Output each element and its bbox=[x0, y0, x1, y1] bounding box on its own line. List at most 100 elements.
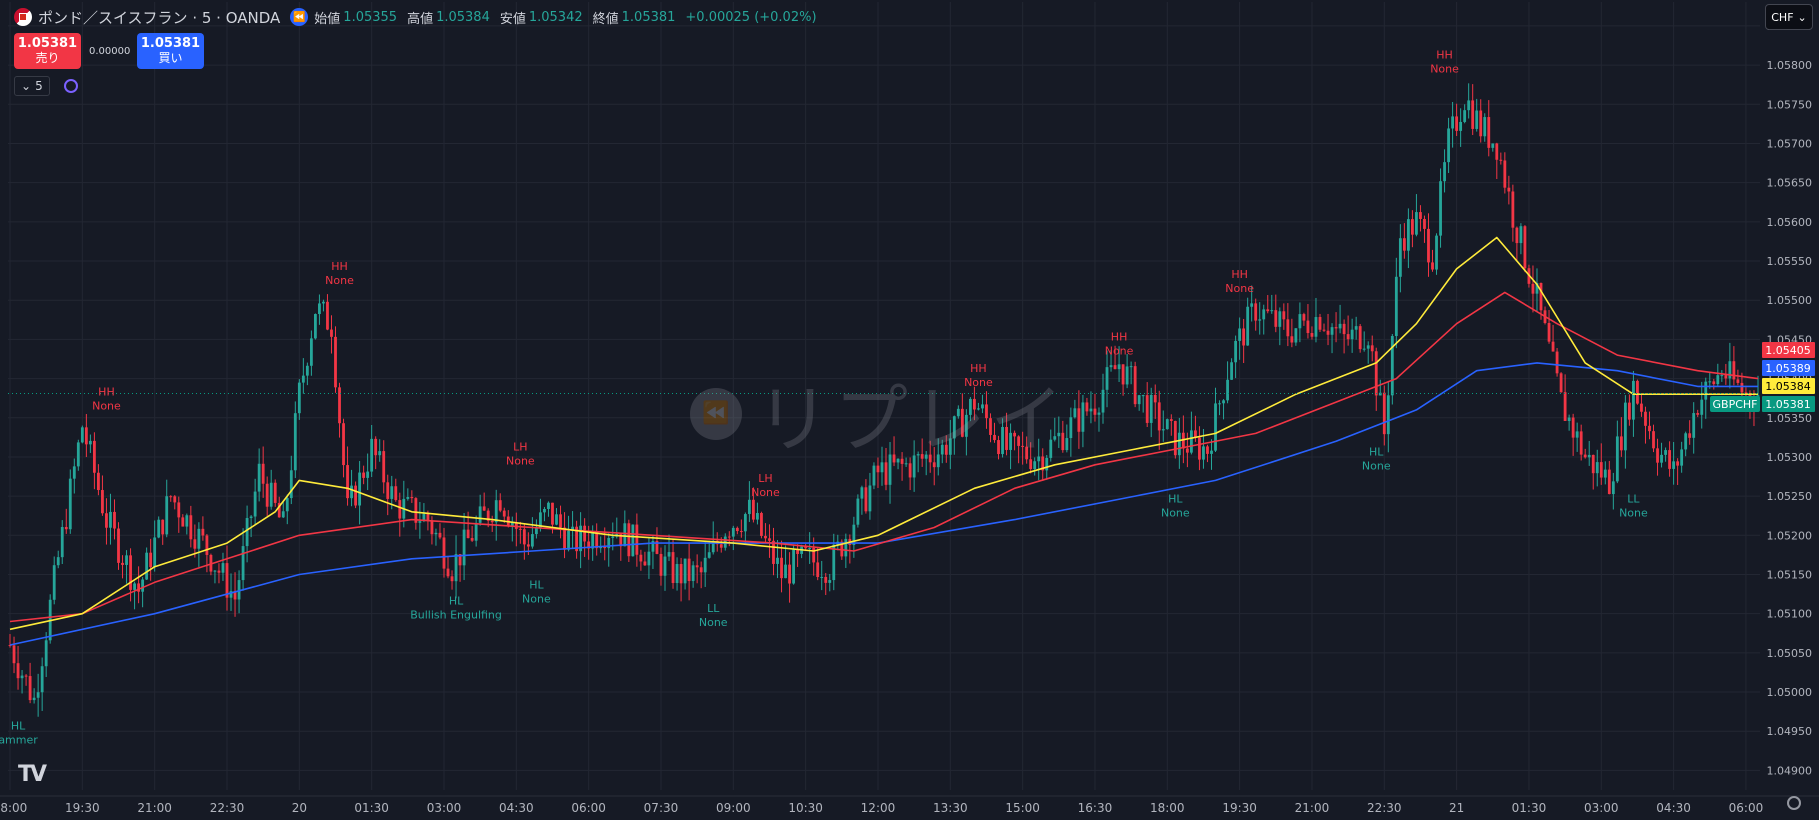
candle-body bbox=[1648, 425, 1651, 432]
candle-body bbox=[309, 338, 313, 366]
swing-label-type: HH bbox=[1436, 49, 1453, 62]
candle-body bbox=[157, 519, 161, 538]
candle-body bbox=[563, 527, 566, 550]
candle-body bbox=[824, 576, 828, 583]
candle-body bbox=[1270, 310, 1274, 312]
candle-body bbox=[543, 508, 546, 513]
candle-body bbox=[362, 472, 366, 478]
swing-label-pattern: None bbox=[522, 593, 551, 606]
candle-body bbox=[1603, 469, 1607, 478]
candle-body bbox=[1402, 238, 1406, 251]
swing-label-pattern: None bbox=[751, 486, 780, 499]
candle-body bbox=[695, 565, 699, 568]
currency-value: CHF bbox=[1771, 10, 1794, 24]
sync-icon[interactable] bbox=[63, 79, 78, 93]
gear-icon[interactable] bbox=[1787, 796, 1801, 810]
candle-body bbox=[313, 314, 317, 339]
candle-body bbox=[189, 515, 193, 540]
candle-body bbox=[1599, 462, 1603, 478]
candle-body bbox=[912, 455, 916, 478]
candle-body bbox=[944, 444, 948, 455]
candle-body bbox=[1206, 446, 1209, 454]
candle-body bbox=[1567, 417, 1571, 421]
candle-body bbox=[1539, 283, 1543, 311]
candle-body bbox=[1696, 413, 1700, 415]
candle-body bbox=[305, 365, 309, 376]
candle-body bbox=[892, 454, 896, 463]
candle-body bbox=[547, 502, 550, 509]
candle-body bbox=[1660, 454, 1663, 463]
candle-body bbox=[607, 537, 611, 549]
candle-body bbox=[1274, 310, 1278, 327]
candle-body bbox=[1607, 469, 1611, 495]
price-label-value: 1.05381 bbox=[1765, 398, 1811, 411]
candle-body bbox=[1415, 212, 1418, 235]
candle-body bbox=[973, 398, 976, 410]
x-axis-tick-label: 21:00 bbox=[1295, 801, 1330, 815]
indicator-controls: ⌄ 5 bbox=[14, 76, 78, 96]
candle-body bbox=[205, 535, 209, 555]
candle-body bbox=[498, 500, 502, 511]
candle-body bbox=[1720, 375, 1724, 377]
candle-body bbox=[828, 580, 832, 583]
candle-body bbox=[378, 451, 382, 456]
candle-body bbox=[80, 427, 84, 443]
swing-label-pattern: None bbox=[1362, 459, 1391, 472]
candle-body bbox=[8, 645, 12, 647]
x-axis-tick-label: 01:30 bbox=[354, 801, 389, 815]
price-label-box bbox=[1762, 378, 1815, 394]
candle-body bbox=[510, 522, 514, 526]
candle-body bbox=[639, 554, 643, 562]
candle-body bbox=[1330, 327, 1334, 335]
candle-body bbox=[900, 458, 904, 464]
candle-body bbox=[948, 438, 952, 455]
candle-body bbox=[1198, 437, 1201, 460]
candle-body bbox=[1411, 219, 1414, 235]
indicator-collapse-button[interactable]: ⌄ 5 bbox=[14, 76, 50, 96]
candle-body bbox=[567, 530, 570, 550]
candle-body bbox=[868, 485, 872, 512]
candle-body bbox=[225, 563, 229, 598]
candle-body bbox=[1427, 228, 1430, 263]
high-value: 1.05384 bbox=[436, 9, 490, 25]
candle-body bbox=[334, 336, 337, 388]
candle-body bbox=[1294, 328, 1298, 343]
symbol-title[interactable]: ポンド／スイスフラン · 5 · OANDA bbox=[38, 8, 281, 27]
candle-body bbox=[1117, 364, 1121, 370]
buy-button[interactable]: 1.05381 買い bbox=[137, 33, 204, 69]
swing-label-pattern: None bbox=[1105, 345, 1134, 358]
candle-body bbox=[1109, 365, 1113, 368]
candle-body bbox=[691, 565, 695, 582]
candle-body bbox=[1688, 433, 1692, 438]
candle-body bbox=[1218, 403, 1221, 405]
candle-body bbox=[1467, 100, 1471, 111]
candle-body bbox=[88, 440, 92, 445]
candle-body bbox=[555, 514, 558, 525]
moving-average-yellow-line bbox=[9, 236, 1758, 631]
candle-body bbox=[1057, 432, 1061, 437]
candle-body bbox=[1362, 348, 1366, 350]
candle-body bbox=[727, 536, 731, 538]
candle-body bbox=[956, 408, 960, 417]
candle-body bbox=[960, 408, 964, 437]
x-axis-tick-label: 13:30 bbox=[933, 801, 968, 815]
candle-body bbox=[1298, 314, 1302, 329]
rewind-icon[interactable]: ⏪ bbox=[290, 8, 309, 26]
candle-body bbox=[1499, 159, 1503, 161]
price-label-box bbox=[1762, 342, 1815, 358]
currency-selector[interactable]: CHF ⌄ bbox=[1765, 4, 1813, 30]
candle-body bbox=[185, 515, 189, 527]
candle-body bbox=[36, 692, 40, 698]
sell-button[interactable]: 1.05381 売り bbox=[14, 33, 81, 69]
candle-body bbox=[237, 580, 241, 600]
candle-body bbox=[1555, 351, 1559, 374]
candle-body bbox=[1286, 319, 1290, 337]
swing-label-type: HH bbox=[970, 362, 987, 375]
candle-body bbox=[1089, 408, 1093, 412]
candle-body bbox=[1483, 117, 1487, 137]
candle-body bbox=[559, 514, 562, 528]
candle-body bbox=[1254, 303, 1258, 321]
candle-body bbox=[28, 676, 32, 701]
